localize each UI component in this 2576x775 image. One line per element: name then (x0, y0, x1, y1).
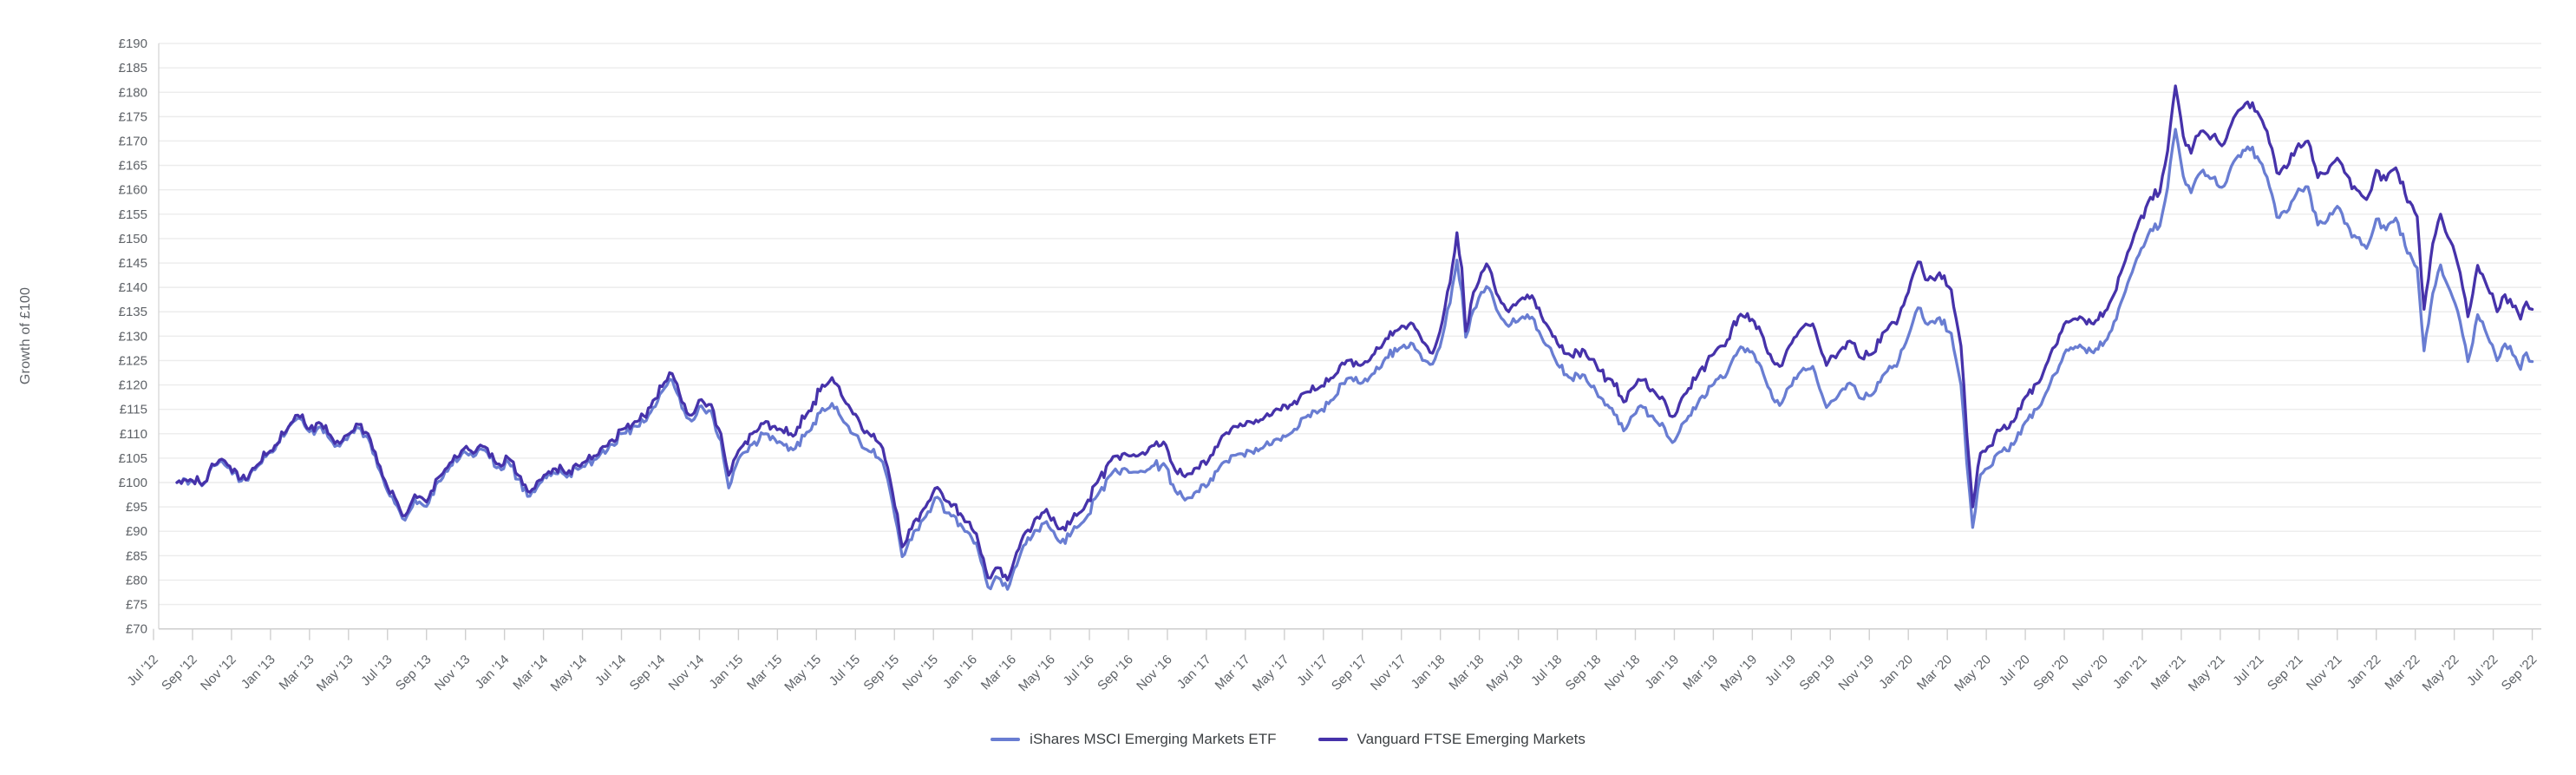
x-tick-label: May '14 (548, 652, 591, 694)
x-tick-label: May '20 (1952, 652, 1994, 694)
x-tick-label: Jan '13 (239, 652, 278, 692)
x-tick-label: Sep '20 (2030, 652, 2072, 693)
x-tick-label: May '17 (1250, 652, 1292, 694)
y-tick-label: £160 (119, 183, 147, 198)
x-tick-label: May '22 (2420, 652, 2462, 694)
y-tick-label: £115 (120, 403, 147, 417)
x-tick-label: Nov '18 (1602, 652, 1644, 693)
vanguard-line-swatch-icon (1317, 738, 1348, 741)
x-tick-label: Jan '16 (940, 652, 980, 692)
x-tick-label: Nov '15 (899, 652, 941, 693)
y-tick-label: £85 (126, 548, 147, 563)
x-tick-label: Nov '21 (2304, 652, 2345, 693)
x-tick-label: Jul '17 (1294, 652, 1330, 688)
x-tick-label: May '21 (2186, 652, 2228, 694)
x-tick-label: Nov '19 (1835, 652, 1877, 693)
x-tick-label: Jan '17 (1174, 652, 1214, 692)
x-tick-label: Jul '21 (2230, 652, 2266, 688)
y-tick-label: £165 (119, 159, 147, 174)
legend-label-ishares: iShares MSCI Emerging Markets ETF (1030, 731, 1277, 747)
x-tick-label: Sep '13 (393, 652, 435, 693)
y-tick-label: £155 (119, 207, 147, 222)
x-tick-label: Jul '16 (1061, 652, 1097, 688)
x-tick-label: Jul '14 (592, 652, 629, 688)
x-tick-label: Sep '14 (627, 652, 669, 693)
x-tick-label: May '15 (781, 652, 824, 694)
x-tick-label: Jan '19 (1642, 652, 1682, 692)
x-tick-label: Jul '15 (827, 652, 863, 688)
x-tick-label: Jan '22 (2344, 652, 2384, 692)
x-tick-label: Nov '14 (666, 652, 708, 693)
x-tick-label: Jan '18 (1409, 652, 1448, 692)
y-tick-label: £105 (119, 451, 147, 466)
y-tick-label: £185 (119, 61, 147, 76)
x-tick-label: May '19 (1717, 652, 1760, 694)
y-tick-label: £80 (126, 573, 147, 588)
ishares-series-line (175, 128, 2534, 591)
x-tick-label: Nov '17 (1368, 652, 1409, 693)
x-tick-label: Nov '13 (432, 652, 474, 693)
x-tick-label: Sep '19 (1796, 652, 1838, 693)
x-tick-label: Jul '19 (1762, 652, 1799, 688)
ishares-line-swatch-icon (991, 738, 1021, 741)
x-tick-label: Jul '13 (358, 652, 395, 688)
x-tick-label: Mar '21 (2148, 652, 2189, 693)
legend-item-ishares[interactable]: iShares MSCI Emerging Markets ETF (991, 731, 1277, 748)
x-tick-label: May '13 (314, 652, 356, 694)
y-tick-label: £120 (119, 378, 147, 393)
vanguard-series-line (175, 84, 2534, 582)
x-tick-label: Mar '15 (744, 652, 785, 693)
x-tick-label: Sep '21 (2265, 652, 2306, 693)
x-tick-label: Sep '22 (2499, 652, 2540, 693)
x-tick-label: Mar '22 (2382, 652, 2422, 693)
x-tick-label: Jan '14 (473, 652, 513, 692)
x-tick-label: Jan '20 (1876, 652, 1916, 692)
x-tick-label: Nov '12 (198, 652, 239, 693)
y-tick-label: £170 (119, 134, 147, 148)
y-axis-title: Growth of £100 (18, 286, 33, 385)
y-tick-label: £125 (119, 353, 147, 368)
y-tick-label: £130 (119, 329, 147, 344)
y-tick-label: £145 (119, 256, 147, 271)
x-tick-label: Jan '21 (2110, 652, 2150, 692)
x-tick-label: Sep '17 (1329, 652, 1370, 693)
x-tick-label: Jul '18 (1528, 652, 1565, 688)
x-tick-label: May '18 (1484, 652, 1527, 694)
x-tick-label: Mar '18 (1446, 652, 1487, 693)
x-tick-label: Mar '19 (1680, 652, 1721, 693)
x-tick-label: Mar '17 (1213, 652, 1253, 693)
y-tick-label: £70 (126, 622, 147, 637)
y-tick-label: £180 (119, 85, 147, 100)
y-tick-label: £140 (119, 280, 147, 295)
legend: iShares MSCI Emerging Markets ETF Vangua… (0, 731, 2576, 748)
x-tick-label: Mar '13 (277, 652, 317, 693)
y-tick-label: £75 (126, 598, 147, 613)
x-tick-label: Mar '16 (978, 652, 1019, 693)
y-tick-label: £95 (126, 500, 147, 515)
x-tick-label: Jan '15 (706, 652, 746, 692)
x-tick-label: Nov '16 (1134, 652, 1175, 693)
y-tick-label: £150 (119, 232, 147, 246)
y-tick-label: £135 (119, 305, 147, 319)
y-tick-label: £90 (126, 524, 147, 539)
x-tick-label: Jul '22 (2464, 652, 2501, 688)
x-tick-label: Sep '16 (1095, 652, 1136, 693)
x-tick-label: Sep '12 (159, 652, 200, 693)
y-tick-label: £175 (119, 109, 147, 124)
x-tick-label: Sep '15 (860, 652, 902, 693)
x-tick-label: May '16 (1016, 652, 1058, 694)
x-tick-label: Mar '20 (1914, 652, 1955, 693)
x-tick-label: Sep '18 (1563, 652, 1605, 693)
x-tick-label: Nov '20 (2069, 652, 2111, 693)
x-tick-label: Mar '14 (510, 652, 551, 693)
y-tick-label: £190 (119, 36, 147, 51)
y-tick-label: £110 (120, 427, 147, 442)
legend-label-vanguard: Vanguard FTSE Emerging Markets (1357, 731, 1585, 747)
legend-item-vanguard[interactable]: Vanguard FTSE Emerging Markets (1317, 731, 1585, 748)
x-tick-label: Jul '12 (124, 652, 160, 688)
y-tick-label: £100 (119, 476, 147, 490)
x-tick-label: Jul '20 (1997, 652, 2033, 688)
